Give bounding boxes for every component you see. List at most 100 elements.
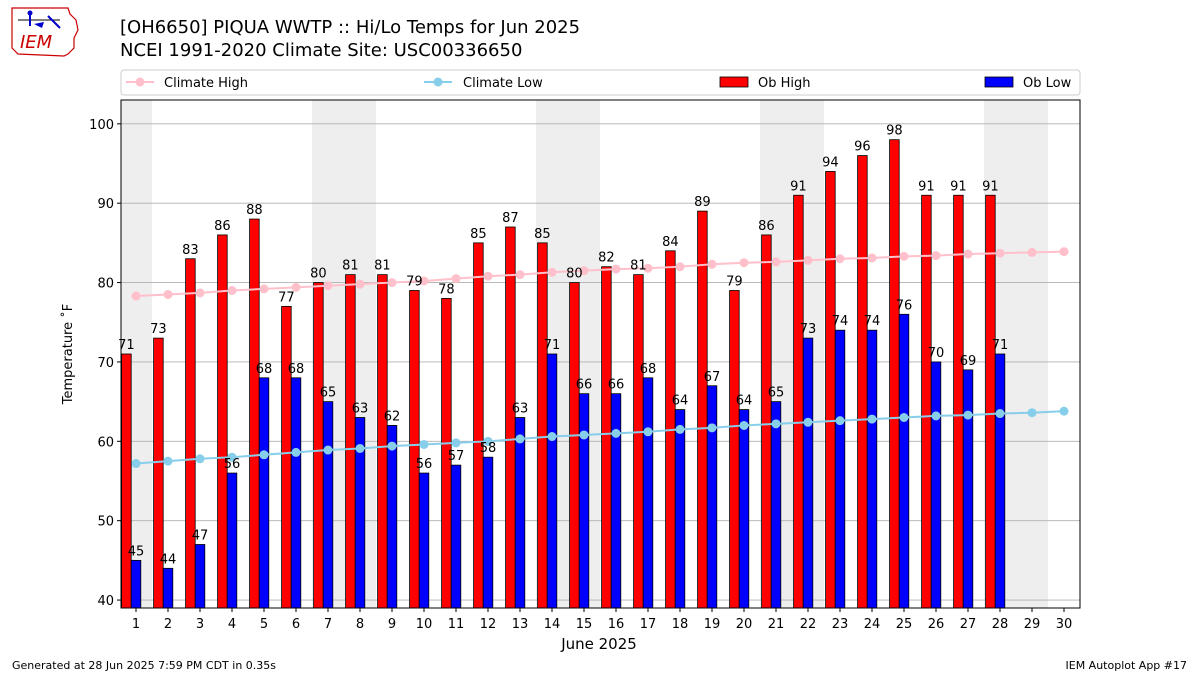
low-value-label: 76 (896, 298, 913, 313)
climate-low-point (803, 417, 813, 427)
x-tick-label: 24 (864, 617, 881, 632)
low-value-label: 64 (672, 394, 689, 409)
climate-high-point (579, 266, 589, 276)
high-bar (985, 194, 996, 609)
climate-high-point (515, 270, 525, 280)
climate-high-legend-label: Climate High (164, 76, 248, 91)
high-bar (569, 282, 580, 609)
high-value-label: 85 (470, 227, 487, 242)
climate-high-point (675, 262, 685, 272)
legend: Climate High Climate Low Ob High Ob Low (120, 69, 1081, 96)
x-tick-label: 28 (992, 617, 1009, 632)
high-bar (601, 266, 612, 609)
low-value-label: 64 (736, 394, 753, 409)
plot-frame (120, 99, 1081, 609)
low-bar (674, 409, 686, 609)
climate-low-point (995, 409, 1005, 419)
high-bar (793, 194, 804, 609)
climate-low-point (643, 427, 653, 437)
x-tick-label: 26 (928, 617, 945, 632)
low-bar (514, 417, 526, 609)
low-bar (994, 353, 1006, 609)
climate-low-point (259, 450, 269, 460)
climate-high-line (135, 250, 1065, 298)
low-bar (450, 464, 462, 609)
high-value-label: 81 (630, 259, 647, 274)
climate-low-point (771, 419, 781, 429)
low-bar (322, 401, 334, 609)
low-value-label: 66 (608, 378, 625, 393)
low-value-label: 56 (224, 457, 241, 472)
climate-high-point (963, 249, 973, 259)
low-bar (194, 544, 206, 609)
high-bar (889, 139, 900, 609)
climate-low-point (931, 411, 941, 421)
x-tick-label: 1 (132, 617, 140, 632)
ob-low-legend-swatch (984, 76, 1014, 88)
climate-low-point (835, 416, 845, 426)
chart-title: [OH6650] PIQUA WWTP :: Hi/Lo Temps for J… (120, 17, 581, 38)
low-value-label: 57 (448, 449, 465, 464)
climate-low-point (387, 441, 397, 451)
climate-low-point (611, 428, 621, 438)
climate-low-point (675, 424, 685, 434)
low-bar (898, 313, 910, 609)
x-tick-label: 12 (480, 617, 497, 632)
app-label: IEM Autoplot App #17 (1065, 659, 1188, 672)
high-value-label: 80 (566, 267, 583, 282)
climate-high-point (803, 255, 813, 265)
climate-low-point (899, 413, 909, 422)
high-bar (473, 242, 484, 609)
climate-low-point (291, 447, 301, 457)
climate-low-legend-label: Climate Low (463, 76, 543, 91)
low-value-label: 63 (512, 402, 529, 417)
y-tick-label: 70 (97, 356, 114, 371)
low-bar (770, 401, 782, 609)
climate-high-point (931, 251, 941, 261)
high-value-label: 78 (438, 282, 455, 297)
x-tick-label: 20 (736, 617, 753, 632)
climate-high-point (259, 284, 269, 294)
low-bar (930, 361, 942, 609)
x-tick-label: 11 (448, 617, 465, 632)
low-bar (642, 377, 654, 609)
low-bar (226, 472, 238, 609)
climate-high-point (835, 254, 845, 264)
high-bar (505, 226, 516, 609)
climate-high-point (483, 271, 493, 281)
low-value-label: 68 (640, 362, 657, 377)
low-value-label: 69 (960, 354, 977, 369)
high-bar (697, 210, 708, 609)
low-value-label: 66 (576, 378, 593, 393)
climate-high-point (707, 259, 717, 269)
y-tick-label: 50 (97, 515, 114, 530)
x-tick-label: 22 (800, 617, 817, 632)
ob-high-legend-label: Ob High (758, 76, 811, 91)
low-bar (162, 567, 174, 609)
high-value-label: 80 (310, 267, 327, 282)
low-value-label: 65 (320, 386, 337, 401)
high-bar (729, 290, 740, 609)
high-bar (857, 155, 868, 609)
climate-low-point (1027, 408, 1037, 418)
low-value-label: 73 (800, 322, 817, 337)
climate-high-point (1027, 247, 1037, 257)
high-bar (761, 234, 772, 609)
high-bar (249, 218, 260, 609)
low-bar (578, 393, 590, 609)
iem-logo-graphic: IEM (11, 7, 79, 57)
low-bar (834, 329, 846, 609)
x-tick-label: 14 (544, 617, 561, 632)
x-tick-label: 23 (832, 617, 849, 632)
climate-high-point (867, 253, 877, 263)
low-value-label: 71 (992, 338, 1009, 353)
low-value-label: 68 (256, 362, 273, 377)
high-value-label: 94 (822, 155, 839, 170)
y-tick-label: 40 (97, 594, 114, 609)
iem-logo: IEM (8, 4, 84, 62)
high-bar (185, 258, 196, 609)
low-bar (738, 409, 750, 609)
low-value-label: 74 (832, 314, 849, 329)
high-value-label: 81 (342, 259, 359, 274)
